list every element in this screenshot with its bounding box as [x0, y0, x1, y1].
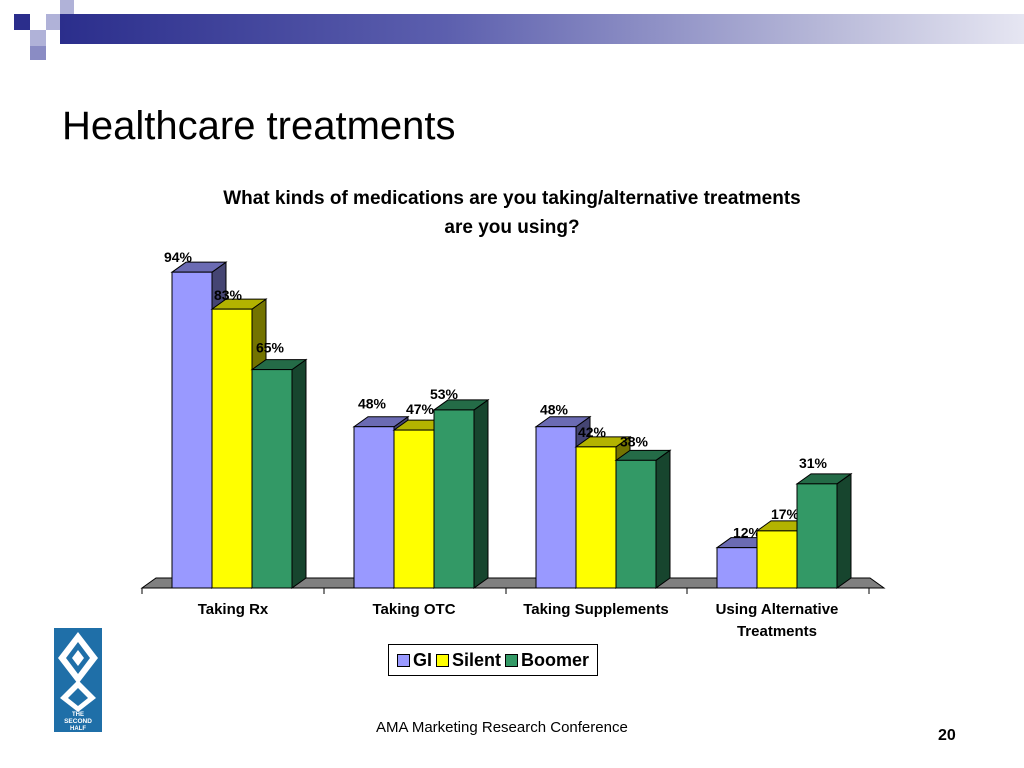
bar-silent-using-alternative-treatments — [756, 530, 798, 589]
bar-boomer-taking-otc — [433, 409, 475, 589]
legend-swatch-silent — [436, 653, 450, 667]
bar-boomer-taking-rx — [251, 369, 293, 589]
data-label-gi-taking-supplements: 48% — [540, 402, 569, 418]
data-label-silent-using-alternative-treatments: 17% — [771, 506, 800, 522]
bar-boomer-taking-otc-side — [473, 398, 489, 589]
bar-boomer-taking-supplements — [615, 459, 657, 589]
legend-swatch-boomer — [505, 653, 519, 667]
legend-label-gi: GI — [413, 649, 433, 670]
data-label-gi-using-alternative-treatments: 12% — [733, 525, 762, 541]
data-label-silent-taking-supplements: 42% — [578, 424, 607, 440]
x-tick-label: Treatments — [737, 623, 817, 640]
legend-item-boomer: Boomer — [505, 650, 589, 671]
data-label-boomer-taking-supplements: 38% — [620, 433, 649, 449]
svg-text:THE: THE — [72, 712, 84, 718]
legend-label-silent: Silent — [452, 649, 502, 670]
data-label-boomer-taking-otc: 53% — [430, 386, 459, 402]
data-label-gi-taking-rx: 94% — [164, 249, 193, 265]
legend-label-boomer: Boomer — [521, 649, 590, 670]
chart-title: What kinds of medications are you taking… — [140, 184, 884, 242]
bar-silent-taking-supplements — [575, 446, 617, 589]
bar-gi-taking-supplements — [535, 426, 577, 589]
slide-title: Healthcare treatments — [62, 104, 456, 148]
data-label-gi-taking-otc: 48% — [358, 396, 387, 412]
the-second-half-logo: THE SECOND HALF — [54, 628, 102, 732]
data-label-boomer-taking-rx: 65% — [256, 340, 285, 356]
chart-title-line-1: What kinds of medications are you taking… — [223, 188, 801, 209]
data-label-silent-taking-otc: 47% — [406, 401, 435, 417]
svg-text:HALF: HALF — [70, 726, 86, 732]
x-tick-label: Using Alternative — [716, 601, 839, 618]
bar-boomer-taking-rx-side — [291, 358, 307, 589]
x-tick-label: Taking OTC — [372, 601, 455, 618]
x-tick-label: Taking Rx — [198, 601, 269, 618]
bar-boomer-using-alternative-treatments — [796, 483, 838, 589]
bar-gi-using-alternative-treatments — [716, 547, 758, 589]
data-label-silent-taking-rx: 83% — [214, 287, 243, 303]
chart-legend: GI Silent Boomer — [388, 644, 599, 676]
legend-item-gi: GI — [397, 650, 432, 671]
page-number: 20 — [938, 727, 956, 744]
bar-gi-taking-rx — [171, 271, 213, 589]
bar-gi-taking-otc — [353, 426, 395, 589]
svg-text:SECOND: SECOND — [64, 718, 92, 725]
header-decoration — [14, 0, 74, 60]
bar-silent-taking-otc — [393, 429, 435, 589]
chart-title-line-2: are you using? — [444, 217, 580, 238]
bar-boomer-using-alternative-treatments-side — [836, 472, 852, 589]
x-tick-label: Taking Supplements — [523, 601, 669, 618]
footer-text: AMA Marketing Research Conference — [376, 719, 628, 736]
data-label-boomer-using-alternative-treatments: 31% — [799, 455, 828, 471]
legend-swatch-gi — [397, 653, 410, 667]
bar-boomer-taking-supplements-side — [655, 449, 671, 589]
header-gradient-bar — [60, 14, 1024, 44]
legend-item-silent: Silent — [436, 650, 501, 671]
bar-silent-taking-rx — [211, 308, 253, 589]
